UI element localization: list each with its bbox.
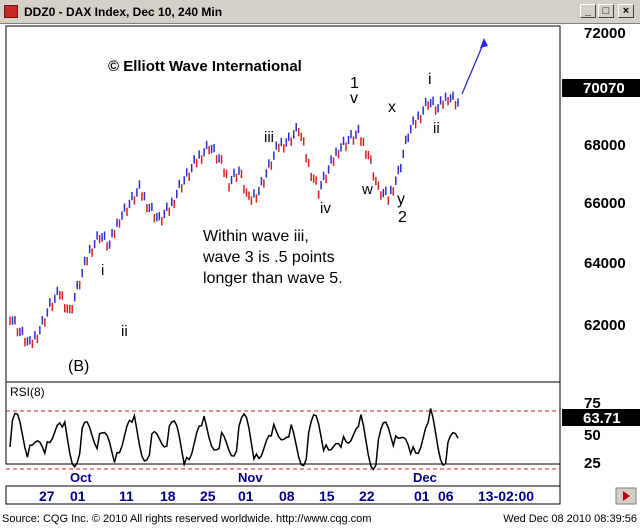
day-label: 18 xyxy=(160,488,176,504)
wave-label: x xyxy=(388,99,396,116)
close-button[interactable]: × xyxy=(618,4,634,18)
day-label: 27 xyxy=(39,488,55,504)
price-bars xyxy=(9,91,459,349)
month-label: Dec xyxy=(413,470,437,485)
y-axis: 72000 70070 68000 66000 64000 62000 xyxy=(562,25,640,334)
day-label: 25 xyxy=(200,488,216,504)
trend-arrow-head xyxy=(480,38,488,48)
day-label: 13-02:00 xyxy=(478,488,534,504)
wave-label: v xyxy=(350,90,358,107)
date-labels: 27 01 11 18 25 01 08 15 22 01 06 13-02:0… xyxy=(39,488,534,504)
wave-label: 2 xyxy=(398,209,407,226)
y-tick: 64000 xyxy=(584,255,626,272)
rsi-value-box xyxy=(562,409,640,426)
app-icon[interactable] xyxy=(4,5,18,18)
footer-timestamp: Wed Dec 08 2010 08:39:56 xyxy=(503,513,637,525)
day-label: 01 xyxy=(70,488,86,504)
wave-label: i xyxy=(428,71,432,88)
day-label: 22 xyxy=(359,488,375,504)
day-label: 01 xyxy=(238,488,254,504)
date-strip xyxy=(5,485,561,505)
day-label: 08 xyxy=(279,488,295,504)
last-price: 70070 xyxy=(583,80,625,97)
wave-labels: (B) i ii iii iv 1 v w x y 2 i ii xyxy=(68,71,440,375)
day-label: 11 xyxy=(119,488,134,504)
rsi-title: RSI(8) xyxy=(10,385,45,399)
trend-arrow xyxy=(461,41,485,95)
y-tick: 68000 xyxy=(584,137,626,154)
day-label: 01 xyxy=(414,488,430,504)
wave-label: ii xyxy=(433,120,440,137)
wave-label: i xyxy=(101,262,104,279)
annotation-line: wave 3 is .5 points xyxy=(202,249,335,266)
month-label: Oct xyxy=(70,470,92,485)
footer: Source: CQG Inc. © 2010 All rights reser… xyxy=(0,512,640,528)
wave-label: iii xyxy=(264,129,274,146)
rsi-level-25: 25 xyxy=(584,455,601,472)
wave-label: y xyxy=(397,191,405,208)
title-bar[interactable]: DDZ0 - DAX Index, Dec 10, 240 Min _ □ × xyxy=(0,0,640,24)
minimize-button[interactable]: _ xyxy=(580,4,596,18)
wave-label: (B) xyxy=(68,358,89,375)
rsi-line xyxy=(9,408,459,471)
day-label: 15 xyxy=(319,488,335,504)
wave-label: iv xyxy=(320,200,331,217)
wave-label: ii xyxy=(121,323,128,340)
price-panel[interactable] xyxy=(5,25,561,383)
price-chart[interactable]: 72000 70070 68000 66000 64000 62000 75 6… xyxy=(0,24,640,512)
last-price-box xyxy=(562,79,640,97)
month-label: Nov xyxy=(238,470,263,485)
day-label: 06 xyxy=(438,488,454,504)
rsi-panel[interactable] xyxy=(5,381,561,465)
annotation-line: longer than wave 5. xyxy=(203,270,343,287)
y-tick: 72000 xyxy=(584,25,626,42)
y-tick: 66000 xyxy=(584,195,626,212)
y-tick: 62000 xyxy=(584,317,626,334)
arrow-right-icon xyxy=(623,491,630,501)
wave-label: 1 xyxy=(350,75,359,92)
footer-source: Source: CQG Inc. © 2010 All rights reser… xyxy=(2,513,372,525)
maximize-button[interactable]: □ xyxy=(598,4,614,18)
window-title: DDZ0 - DAX Index, Dec 10, 240 Min xyxy=(24,5,223,19)
copyright: © Elliott Wave International xyxy=(108,58,302,75)
rsi-level-50: 50 xyxy=(584,427,601,444)
rsi-level-75: 75 xyxy=(584,395,601,412)
annotation-line: Within wave iii, xyxy=(203,228,309,245)
wave-label: w xyxy=(361,181,373,198)
rsi-value: 63.71 xyxy=(583,410,621,427)
